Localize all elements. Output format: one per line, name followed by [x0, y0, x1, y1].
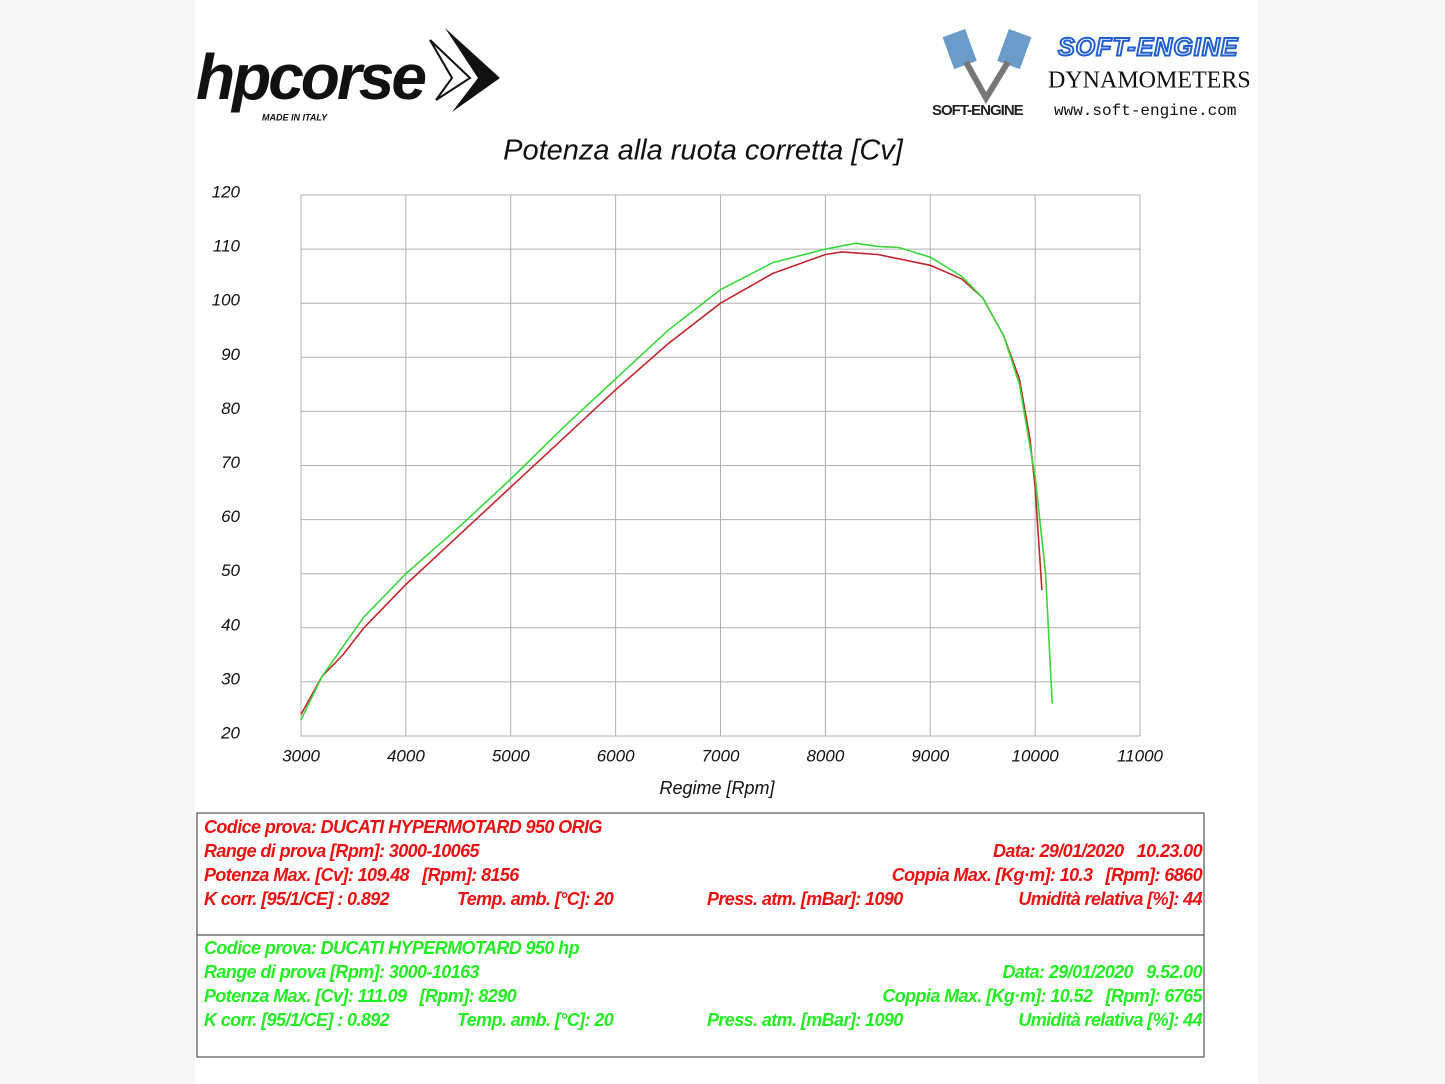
test-info: K corr. [95/1/CE] : 0.892 [204, 889, 390, 909]
y-tick-label: 100 [212, 291, 241, 310]
test-info: Press. atm. [mBar]: 1090 [707, 1010, 903, 1030]
y-tick-label: 90 [221, 345, 240, 364]
piston-icon [942, 28, 977, 70]
series-line [300, 242, 1053, 721]
dyno-url: www.soft-engine.com [1054, 102, 1236, 120]
y-tick-label: 20 [220, 723, 240, 742]
test-info: Codice prova: DUCATI HYPERMOTARD 950 ORI… [204, 817, 602, 837]
chart-title: Potenza alla ruota corretta [Cv] [503, 135, 904, 167]
test-info: K corr. [95/1/CE] : 0.892 [204, 1010, 390, 1030]
x-tick-label: 9000 [911, 746, 949, 765]
x-tick-label: 8000 [806, 746, 844, 765]
test-info: Range di prova [Rpm]: 3000-10065 [204, 841, 480, 861]
test-info: Coppia Max. [Kg·m]: 10.52 [Rpm]: 6765 [882, 986, 1202, 1006]
x-axis-label: Regime [Rpm] [659, 778, 775, 798]
test-info: Codice prova: DUCATI HYPERMOTARD 950 hp [204, 938, 580, 958]
x-tick-label: 10000 [1011, 746, 1059, 765]
test-info: Range di prova [Rpm]: 3000-10163 [204, 962, 480, 982]
test-info: Data: 29/01/2020 10.23.00 [993, 841, 1203, 861]
y-tick-label: 30 [221, 669, 240, 688]
x-tick-label: 4000 [387, 746, 425, 765]
x-tick-label: 5000 [492, 746, 530, 765]
test-info: Temp. amb. [°C]: 20 [457, 1010, 614, 1030]
test-info: Potenza Max. [Cv]: 109.48 [Rpm]: 8156 [204, 865, 519, 885]
dyno-badge: SOFT-ENGINE [932, 102, 1024, 119]
x-tick-label: 7000 [702, 746, 740, 765]
y-tick-label: 40 [221, 615, 240, 634]
y-tick-label: 60 [221, 507, 240, 526]
test-info: Umidità relativa [%]: 44 [1018, 889, 1202, 909]
y-tick-label: 50 [221, 561, 240, 580]
x-tick-label: 6000 [597, 746, 635, 765]
soft-engine-logo: SOFT-ENGINE DYNAMOMETERS SOFT-ENGINE www… [932, 28, 1251, 120]
dyno-name: SOFT-ENGINE [1058, 34, 1239, 62]
y-tick-label: 110 [213, 237, 241, 256]
test-info: Potenza Max. [Cv]: 111.09 [Rpm]: 8290 [204, 986, 517, 1006]
logo-chevron [429, 39, 472, 101]
test-info: Temp. amb. [°C]: 20 [457, 889, 614, 909]
brand-tagline: MADE IN ITALY [262, 112, 328, 122]
hpcorse-logo: hpcorse MADE IN ITALY [196, 28, 500, 122]
test-info: Coppia Max. [Kg·m]: 10.3 [Rpm]: 6860 [891, 865, 1203, 885]
brand: hpcorse [196, 41, 425, 113]
x-tick-label: 11000 [1117, 746, 1164, 765]
test-info: Data: 29/01/2020 9.52.00 [1002, 962, 1202, 982]
piston-icon [997, 28, 1032, 70]
test-info: Press. atm. [mBar]: 1090 [707, 889, 903, 909]
y-tick-label: 120 [212, 182, 241, 201]
logo-chevron [445, 28, 500, 112]
y-tick-label: 70 [221, 453, 240, 472]
x-tick-label: 3000 [282, 746, 320, 765]
y-tick-label: 80 [221, 399, 240, 418]
dyno-title: DYNAMOMETERS [1048, 68, 1251, 94]
piston-rod [963, 60, 1011, 104]
test-info: Umidità relativa [%]: 44 [1018, 1010, 1202, 1030]
